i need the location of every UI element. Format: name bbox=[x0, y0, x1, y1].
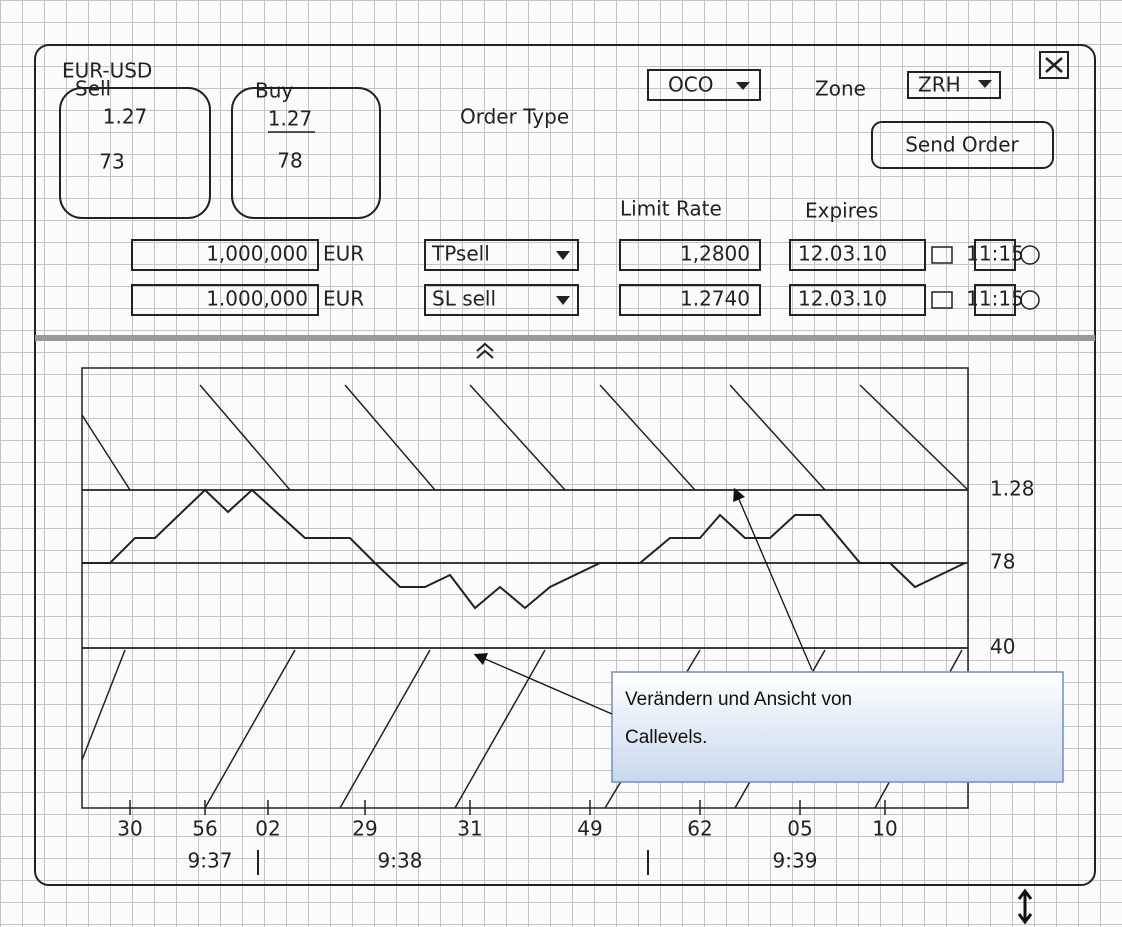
x-label: 31 bbox=[457, 817, 482, 841]
level-label: 40 bbox=[990, 635, 1015, 659]
amount: 1,000,000 bbox=[206, 242, 308, 266]
order-type: OCO bbox=[668, 73, 713, 97]
date: 12.03.10 bbox=[798, 287, 887, 311]
level-label: 1.28 bbox=[990, 477, 1035, 501]
currency: EUR bbox=[323, 287, 364, 311]
page: {"header": {"title": "EUR-USD", "order_t… bbox=[0, 0, 1122, 927]
mockup: EUR-USD Sell 1.27 73 Buy 1.27 78 Order T… bbox=[0, 0, 1122, 927]
sell-big: 1.27 bbox=[103, 105, 148, 129]
rate: 1,2800 bbox=[680, 242, 750, 266]
sell-pips: 73 bbox=[99, 150, 124, 174]
callout-text: Verändern und Ansicht von bbox=[625, 689, 852, 710]
calendar-icon[interactable] bbox=[932, 247, 952, 263]
currency: EUR bbox=[323, 242, 364, 266]
callout-text: Callevels. bbox=[625, 727, 707, 748]
order-type-label: Order Type bbox=[460, 105, 569, 129]
level-handle bbox=[340, 650, 430, 808]
zone: ZRH bbox=[918, 73, 961, 97]
time-label: 9:39 bbox=[773, 849, 818, 873]
level-handle bbox=[82, 650, 125, 760]
send-order: Send Order bbox=[905, 133, 1019, 157]
x-label: 56 bbox=[192, 817, 217, 841]
zone-label: Zone bbox=[815, 77, 866, 101]
expires-label: Expires bbox=[805, 199, 878, 223]
level-handle bbox=[82, 415, 130, 490]
date: 12.03.10 bbox=[798, 242, 887, 266]
buy-big: 1.27 bbox=[268, 107, 313, 131]
x-label: 30 bbox=[117, 817, 142, 841]
rate: 1.2740 bbox=[680, 287, 750, 311]
price-line bbox=[82, 490, 965, 608]
x-label: 29 bbox=[352, 817, 377, 841]
time: 11:15 bbox=[966, 242, 1024, 266]
callout-arrow bbox=[735, 490, 812, 670]
collapse-icon[interactable] bbox=[477, 344, 493, 358]
dropdown-arrow bbox=[978, 80, 992, 88]
calendar-icon[interactable] bbox=[932, 292, 952, 308]
level-handle bbox=[470, 385, 565, 490]
x-label: 62 bbox=[687, 817, 712, 841]
dropdown-arrow bbox=[556, 296, 570, 305]
x-label: 02 bbox=[255, 817, 280, 841]
limit-rate-label: Limit Rate bbox=[620, 197, 722, 221]
level-label: 78 bbox=[990, 550, 1015, 574]
x-label: 49 bbox=[577, 817, 602, 841]
kind: TPsell bbox=[431, 242, 490, 266]
level-handle bbox=[600, 385, 695, 490]
time-label: 9:37 bbox=[188, 849, 233, 873]
level-handle bbox=[205, 650, 295, 808]
order-rows: 1,000,000 EUR TPsell 1,2800 12.03.10 11:15 1.0… bbox=[132, 240, 1039, 315]
level-handle bbox=[200, 385, 290, 490]
time: 11:15 bbox=[966, 287, 1024, 311]
chart: 1.28 78 40 30 56 02 29 31 49 62 05 10 9:37 9:38 9:39 bbox=[82, 385, 1035, 875]
sell-label: Sell bbox=[75, 77, 111, 101]
buy-label: Buy bbox=[255, 79, 293, 103]
level-handle bbox=[730, 385, 825, 490]
dropdown-arrow bbox=[736, 82, 750, 90]
dropdown-arrow bbox=[556, 251, 570, 260]
x-label: 10 bbox=[872, 817, 897, 841]
x-label: 05 bbox=[787, 817, 812, 841]
level-handle bbox=[860, 385, 968, 490]
amount: 1.000,000 bbox=[206, 287, 308, 311]
level-handle bbox=[455, 650, 545, 808]
resize-handle[interactable] bbox=[1019, 891, 1031, 922]
close-icon bbox=[1046, 58, 1062, 72]
buy-pips: 78 bbox=[277, 149, 302, 173]
time-label: 9:38 bbox=[378, 849, 423, 873]
level-handle bbox=[345, 385, 435, 490]
kind: SL sell bbox=[432, 287, 496, 311]
callout-arrow bbox=[476, 655, 612, 714]
